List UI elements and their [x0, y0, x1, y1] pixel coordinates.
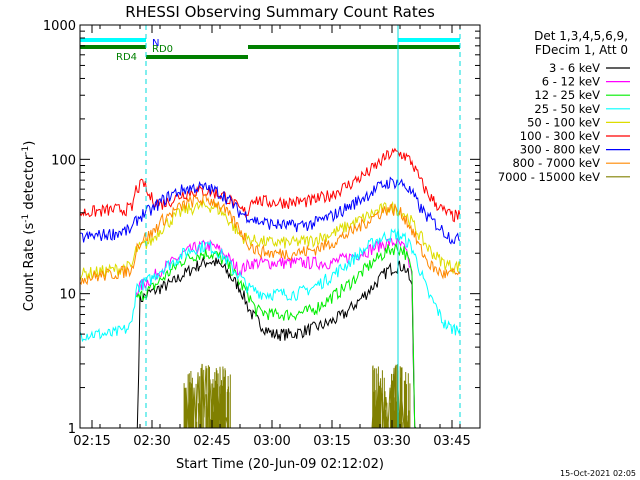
legend: Det 1,3,4,5,6,9, FDecim 1, Att 0 3 - 6 k… — [498, 29, 630, 184]
y-tick-label-2: 100 — [51, 153, 76, 168]
y-axis-label: Count Rate (s-1 detector-1) — [21, 141, 37, 312]
x-tick-label-6: 03:45 — [433, 434, 470, 449]
series-line-3 — [79, 228, 461, 343]
y-axis-label-sup1: -1 — [21, 214, 31, 223]
x-tick-label-0: 02:15 — [73, 434, 110, 449]
series-line-8 — [183, 363, 411, 429]
legend-entry-label-5: 100 - 300 keV — [520, 129, 600, 143]
x-tick-label-2: 02:45 — [193, 434, 230, 449]
state-bar-4 — [146, 55, 248, 59]
legend-entry-label-7: 800 - 7000 keV — [512, 156, 600, 170]
y-axis-label-mid: detector — [22, 154, 37, 214]
x-tick-label-3: 03:00 — [253, 434, 290, 449]
x-axis-ticks: 02:15 02:30 02:45 03:00 03:15 03:30 03:45 — [73, 25, 481, 449]
series-line-2 — [135, 243, 417, 429]
legend-header-line-2: FDecim 1, Att 0 — [535, 43, 628, 57]
legend-entry-label-3: 25 - 50 keV — [534, 102, 600, 116]
x-tick-label-4: 03:15 — [313, 434, 350, 449]
y-tick-label-0: 1 — [68, 422, 76, 437]
y-axis-ticks: 1 10 100 1000 — [43, 19, 480, 437]
series-line-5 — [79, 147, 461, 223]
legend-entry-label-8: 7000 - 15000 keV — [498, 170, 600, 184]
legend-header-line-1: Det 1,3,4,5,6,9, — [534, 29, 628, 43]
footer-timestamp: 15-Oct-2021 02:05 — [560, 469, 636, 478]
y-axis-label-sup2: -1 — [21, 146, 31, 155]
series-line-0 — [128, 256, 416, 429]
legend-entry-label-6: 300 - 800 keV — [520, 143, 600, 157]
legend-entry-label-2: 12 - 25 keV — [534, 88, 600, 102]
chart-title: RHESSI Observing Summary Count Rates — [125, 3, 435, 21]
legend-entry-label-0: 3 - 6 keV — [549, 61, 600, 75]
y-axis-label-main: Count Rate (s — [22, 223, 37, 312]
x-axis-label: Start Time (20-Jun-09 02:12:02) — [176, 457, 384, 472]
state-label-rd4: RD4 — [116, 52, 137, 63]
series-group — [79, 147, 461, 429]
state-label-n: N — [152, 38, 159, 49]
y-tick-label-3: 1000 — [43, 19, 76, 34]
state-label-rd0: RD0 — [152, 44, 173, 55]
state-bar-2 — [80, 45, 146, 49]
x-tick-label-1: 02:30 — [133, 434, 170, 449]
legend-entry-label-4: 50 - 100 keV — [527, 115, 600, 129]
legend-entry-label-1: 6 - 12 keV — [542, 75, 600, 89]
state-bars-group — [80, 38, 460, 59]
state-bar-3 — [248, 45, 460, 49]
y-axis-label-end: ) — [22, 141, 37, 146]
x-tick-label-5: 03:30 — [373, 434, 410, 449]
state-bar-1 — [398, 38, 460, 42]
state-bar-0 — [80, 38, 146, 42]
y-tick-label-1: 10 — [59, 288, 76, 303]
